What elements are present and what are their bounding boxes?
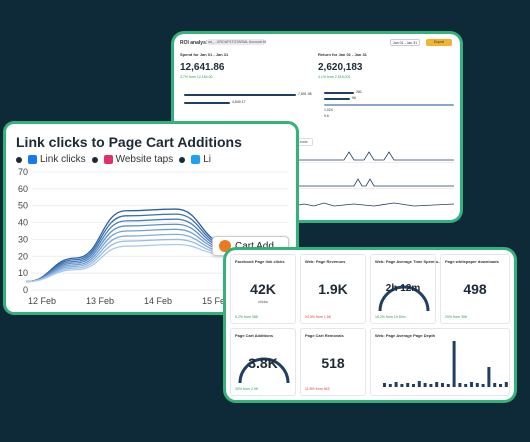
x-tick-label: 13 Feb — [86, 296, 114, 306]
gauge — [378, 285, 430, 312]
y-tick-label: 20 — [18, 251, 28, 261]
twitter-icon — [191, 155, 201, 164]
tile-change: 24.3% from 1.5K — [305, 315, 332, 319]
tile-change: 30% from 2.9K — [235, 387, 259, 391]
date-range-button[interactable]: Jan 01 - Jan 31 — [390, 39, 420, 46]
return-bar-1 — [324, 92, 354, 94]
y-tick-label: 30 — [18, 234, 28, 244]
cart-icon — [219, 240, 231, 252]
gauge — [238, 357, 290, 384]
kpi-tile[interactable]: Facebook Page link clicks 42K clicks 5.2% f… — [230, 254, 296, 324]
return-label: Return for Jan 01 - Jan 31 — [318, 52, 367, 57]
table-row — [180, 162, 454, 163]
return-value-1: 281 — [356, 90, 362, 94]
y-tick-label: 60 — [18, 184, 28, 194]
tile-change: 20% from 398 — [445, 315, 467, 319]
x-tick-label: 12 Feb — [28, 296, 56, 306]
legend-link-clicks[interactable]: Link clicks — [40, 154, 86, 165]
roi-sparklines — [294, 151, 454, 207]
kpi-tile[interactable]: Web: Page Average Time Spent o... 2h 12m 1… — [370, 254, 441, 324]
return-value-2: 96 — [352, 96, 356, 100]
tile-title: Page whitepaper downloads — [445, 259, 499, 264]
return-value-4: 9.6 — [324, 114, 329, 118]
tile-title: Web: Page Average Time Spent o... — [375, 259, 442, 264]
tile-value: 2h 12m — [385, 283, 421, 294]
account-selector[interactable]: ad_...GROUP1TOTARIAL Account Ms Ma... — [206, 39, 266, 45]
spend-value: 12,641.86 — [180, 62, 225, 73]
tab-leads[interactable]: Leads — [293, 138, 313, 146]
kpi-tile[interactable]: Web: Page Average Page Depth — [370, 328, 510, 396]
return-change: 4.1% from 2,516,001 — [318, 75, 351, 79]
spend-bar-2-value: 4,849.17 — [232, 100, 246, 104]
legend-website-taps[interactable]: Website taps — [115, 154, 174, 165]
spend-change: 3.7% from 12,164.00 — [180, 75, 213, 79]
tile-title: Facebook Page link clicks — [235, 259, 285, 264]
y-tick-label: 40 — [18, 218, 28, 228]
return-bar-3 — [324, 104, 454, 106]
return-value: 2,620,183 — [318, 62, 363, 73]
kpi-tile[interactable]: Web: Page Revenues 1.9K 24.3% from 1.5K — [300, 254, 366, 324]
chart-legend: Link clicks Website taps Li — [16, 154, 211, 165]
tooltip-label: Cart Add... — [235, 240, 283, 252]
page-depth-bars — [383, 341, 508, 387]
legend-marker — [91, 156, 98, 163]
kpi-tiles-card: Facebook Page link clicks 42K clicks 5.2% f… — [226, 250, 514, 400]
kpi-tile[interactable]: Page Cart Removals 518 11.8% from 463 — [300, 328, 366, 396]
facebook-icon — [28, 155, 37, 164]
legend-li[interactable]: Li — [203, 154, 211, 165]
tile-value: 1.9K — [318, 281, 348, 297]
instagram-icon — [103, 155, 113, 164]
tile-value: 42K — [250, 281, 276, 297]
spend-bar-1 — [184, 94, 296, 96]
spend-bar-2 — [184, 102, 230, 104]
tile-title: Page Cart Removals — [305, 333, 344, 338]
y-tick-label: 50 — [18, 201, 28, 211]
tile-value: 498 — [463, 281, 487, 297]
x-tick-label: 15 Feb — [202, 296, 230, 306]
tile-unit: clicks — [258, 299, 268, 304]
tile-value: 3.8K — [248, 355, 278, 371]
tile-title: Web: Page Average Page Depth — [375, 333, 436, 338]
roi-title: ROI analysis — [180, 40, 211, 46]
spend-bar-1-value: 7,891.98 — [298, 92, 312, 96]
return-value-3: 1,024 — [324, 108, 333, 112]
y-tick-label: 10 — [18, 268, 28, 278]
kpi-tile[interactable]: Page whitepaper downloads 498 20% from 398 — [440, 254, 510, 324]
chart-title: Link clicks to Page Cart Additions — [16, 134, 242, 150]
legend-marker — [179, 156, 186, 163]
tile-change: 16.2% from 1h 53m — [375, 315, 406, 319]
y-tick-label: 70 — [18, 167, 28, 177]
export-button[interactable]: Export — [426, 39, 452, 46]
x-tick-label: 14 Feb — [144, 296, 172, 306]
spend-label: Spend for Jan 01 - Jan 31 — [180, 52, 229, 57]
tile-change: 11.8% from 463 — [305, 387, 330, 391]
tile-title: Web: Page Revenues — [305, 259, 346, 264]
legend-marker — [16, 156, 22, 163]
kpi-tile[interactable]: Page Cart Additions 3.8K 30% from 2.9K — [230, 328, 296, 396]
table-row — [180, 188, 454, 189]
tile-change: 5.2% from 385 — [235, 315, 258, 319]
tile-value: 518 — [321, 355, 345, 371]
return-bar-2 — [324, 98, 350, 100]
y-tick-label: 0 — [23, 285, 28, 295]
tile-title: Page Cart Additions — [235, 333, 274, 338]
